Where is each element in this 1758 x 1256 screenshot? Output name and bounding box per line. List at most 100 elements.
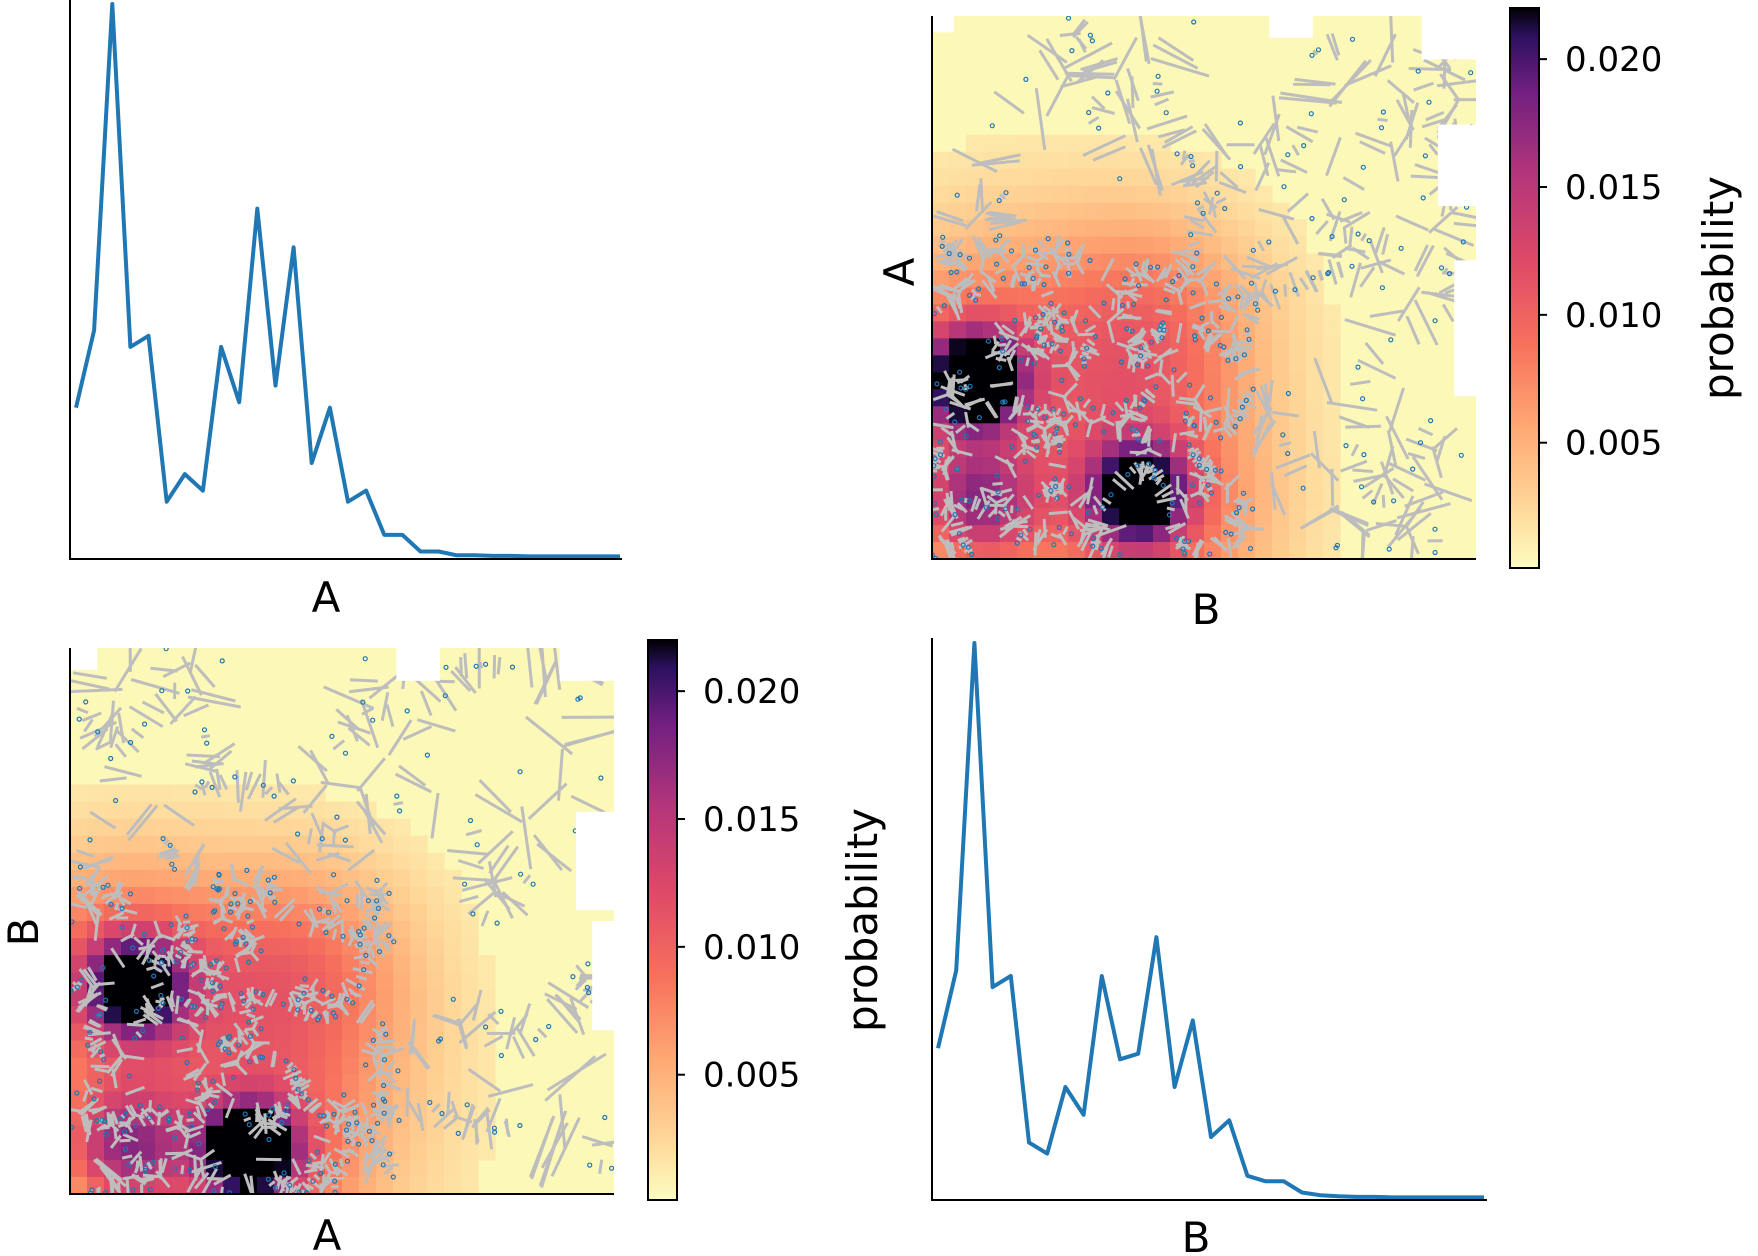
voronoi-edge	[195, 762, 224, 769]
seed-point	[965, 544, 971, 550]
voronoi-edge	[127, 804, 159, 842]
voronoi-edge	[181, 655, 203, 696]
heatmap-cell	[274, 1159, 292, 1178]
heatmap-cell	[1289, 304, 1307, 323]
voronoi-edge	[973, 292, 982, 297]
seed-point	[956, 530, 963, 537]
seed-point	[214, 886, 220, 892]
seed-point	[1116, 552, 1123, 558]
voronoi-edge	[1114, 90, 1141, 130]
voronoi-edge	[308, 919, 317, 938]
heatmap-cell	[1034, 389, 1052, 407]
heatmap-cell	[983, 287, 1001, 306]
seed-point	[283, 1058, 289, 1064]
voronoi-edge	[1204, 334, 1212, 352]
voronoi-edge	[975, 184, 982, 212]
voronoi-edge	[164, 854, 181, 861]
heatmap-cell	[121, 972, 139, 990]
voronoi-edge	[1443, 246, 1462, 264]
heatmap-cell	[257, 818, 275, 837]
voronoi-edge	[990, 488, 1013, 497]
heatmap-cell	[1017, 287, 1035, 306]
voronoi-edge	[1396, 502, 1451, 520]
seed-point	[464, 1102, 470, 1108]
voronoi-edge	[1057, 532, 1068, 546]
voronoi-edge	[306, 828, 313, 845]
voronoi-edge	[1067, 365, 1079, 382]
seed-point	[1205, 328, 1211, 334]
voronoi-edge	[1013, 252, 1027, 266]
voronoi-edge	[230, 863, 236, 882]
heatmap-cell	[257, 955, 275, 973]
voronoi-edge	[87, 966, 98, 982]
voronoi-edge	[1205, 333, 1214, 353]
voronoi-edge	[1267, 379, 1274, 403]
seed-point	[233, 938, 240, 945]
voronoi-edge	[1128, 466, 1137, 475]
seed-point	[203, 1014, 209, 1020]
voronoi-edge	[512, 1035, 526, 1060]
voronoi-edge	[192, 1062, 208, 1082]
seed-point	[467, 817, 474, 824]
seed-point	[221, 926, 227, 932]
voronoi-edge	[957, 259, 969, 271]
voronoi-edge	[1141, 461, 1146, 469]
heatmap-cell	[1153, 134, 1171, 153]
voronoi-edge	[505, 1016, 517, 1050]
voronoi-edge	[193, 1171, 210, 1190]
seed-point	[1176, 272, 1182, 279]
heatmap-cell	[1136, 542, 1154, 559]
seed-point	[1089, 38, 1096, 44]
seed-point	[363, 952, 369, 959]
voronoi-edge	[1055, 234, 1061, 248]
voronoi-edge	[1035, 277, 1042, 286]
heatmap-cell	[1017, 236, 1035, 255]
voronoi-edge	[528, 1115, 556, 1178]
heatmap-cell	[223, 1006, 241, 1024]
heatmap-cell	[1323, 542, 1341, 559]
voronoi-edge	[1417, 427, 1434, 437]
seed-point	[517, 871, 524, 877]
heatmap-cell	[1068, 134, 1086, 153]
voronoi-edge	[332, 1100, 346, 1110]
voronoi-edge	[202, 980, 212, 991]
voronoi-edge	[213, 1173, 232, 1186]
seed-point	[1083, 345, 1090, 351]
seed-point	[1398, 245, 1404, 251]
voronoi-edge	[935, 250, 959, 260]
voronoi-edge	[138, 1155, 144, 1172]
voronoi-edge	[1184, 431, 1199, 439]
voronoi-edge	[125, 1176, 130, 1194]
voronoi-edge	[76, 848, 95, 858]
voronoi-edge	[96, 1004, 108, 1012]
heatmap-cell	[1204, 355, 1222, 373]
voronoi-edge	[1158, 128, 1186, 139]
voronoi-edge	[195, 1084, 201, 1089]
seed-point	[533, 1036, 539, 1043]
seed-point	[1056, 449, 1063, 455]
voronoi-edge	[272, 806, 299, 824]
voronoi-edge	[1451, 211, 1476, 219]
heatmap-cell	[1034, 457, 1052, 475]
voronoi-edge	[156, 1112, 162, 1126]
voronoi-edge	[536, 842, 573, 873]
voronoi-edge	[244, 937, 254, 955]
heatmap-cell	[410, 1091, 428, 1110]
voronoi-edge	[338, 1003, 350, 1017]
voronoi-edge	[237, 905, 248, 915]
heatmap-cell	[1187, 151, 1205, 170]
voronoi-edge	[355, 1120, 363, 1135]
seed-point	[1189, 163, 1196, 169]
seed-point	[1169, 500, 1175, 506]
seed-point	[130, 945, 136, 951]
voronoi-edge	[1010, 427, 1029, 441]
seed-point	[1002, 399, 1008, 405]
seed-point	[1192, 337, 1199, 343]
heatmap-cell	[1306, 440, 1324, 458]
voronoi-edge	[1150, 327, 1165, 338]
voronoi-edge	[1222, 300, 1238, 314]
seed-point	[1243, 397, 1249, 403]
voronoi-edge	[125, 803, 153, 836]
voronoi-edge	[1344, 64, 1392, 87]
heatmap-cell	[1000, 423, 1018, 441]
